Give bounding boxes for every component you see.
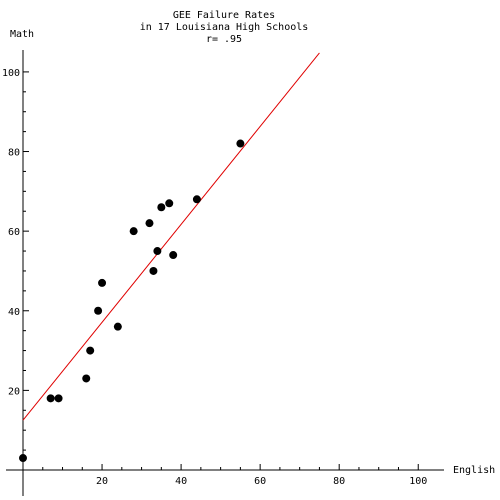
data-point	[169, 251, 178, 260]
y-tick-label: 20	[8, 386, 20, 397]
data-point	[113, 322, 122, 331]
x-tick-label: 40	[175, 476, 187, 487]
data-point	[129, 227, 138, 236]
data-point	[86, 346, 95, 355]
data-point	[145, 219, 154, 228]
data-point	[98, 278, 107, 287]
data-point	[153, 247, 162, 256]
regression-line	[22, 52, 320, 421]
data-points	[19, 139, 245, 463]
x-tick-label: 60	[254, 476, 266, 487]
y-tick-label: 80	[8, 148, 20, 159]
chart-title-line: GEE Failure Rates	[173, 10, 275, 21]
y-tick-label: 40	[8, 307, 20, 318]
chart-title-line: r= .95	[206, 34, 242, 45]
y-tick-label: 60	[8, 227, 20, 238]
data-point	[19, 454, 27, 463]
x-tick-label: 100	[409, 476, 427, 487]
data-point	[149, 266, 158, 275]
data-point	[192, 195, 201, 204]
x-axis-ticks: 20 40 60 80 100	[42, 464, 427, 487]
data-point	[82, 374, 91, 383]
x-tick-label: 20	[96, 476, 108, 487]
data-point	[94, 306, 103, 315]
data-point	[157, 203, 166, 212]
data-point	[165, 199, 174, 208]
x-tick-label: 80	[333, 476, 345, 487]
x-axis-label: English	[453, 465, 495, 476]
y-tick-label: 100	[2, 68, 20, 79]
y-axis-label: Math	[10, 29, 34, 40]
data-point	[46, 394, 55, 403]
data-point	[54, 394, 63, 403]
y-axis-ticks: 20 40 60 80 100	[2, 68, 29, 451]
chart-title-line: in 17 Louisiana High Schools	[140, 22, 309, 33]
data-point	[236, 139, 245, 148]
